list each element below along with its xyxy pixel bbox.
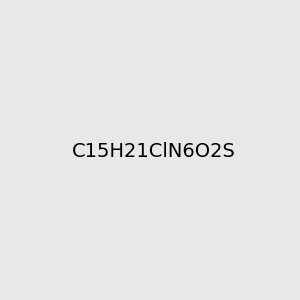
Text: C15H21ClN6O2S: C15H21ClN6O2S (72, 142, 236, 161)
